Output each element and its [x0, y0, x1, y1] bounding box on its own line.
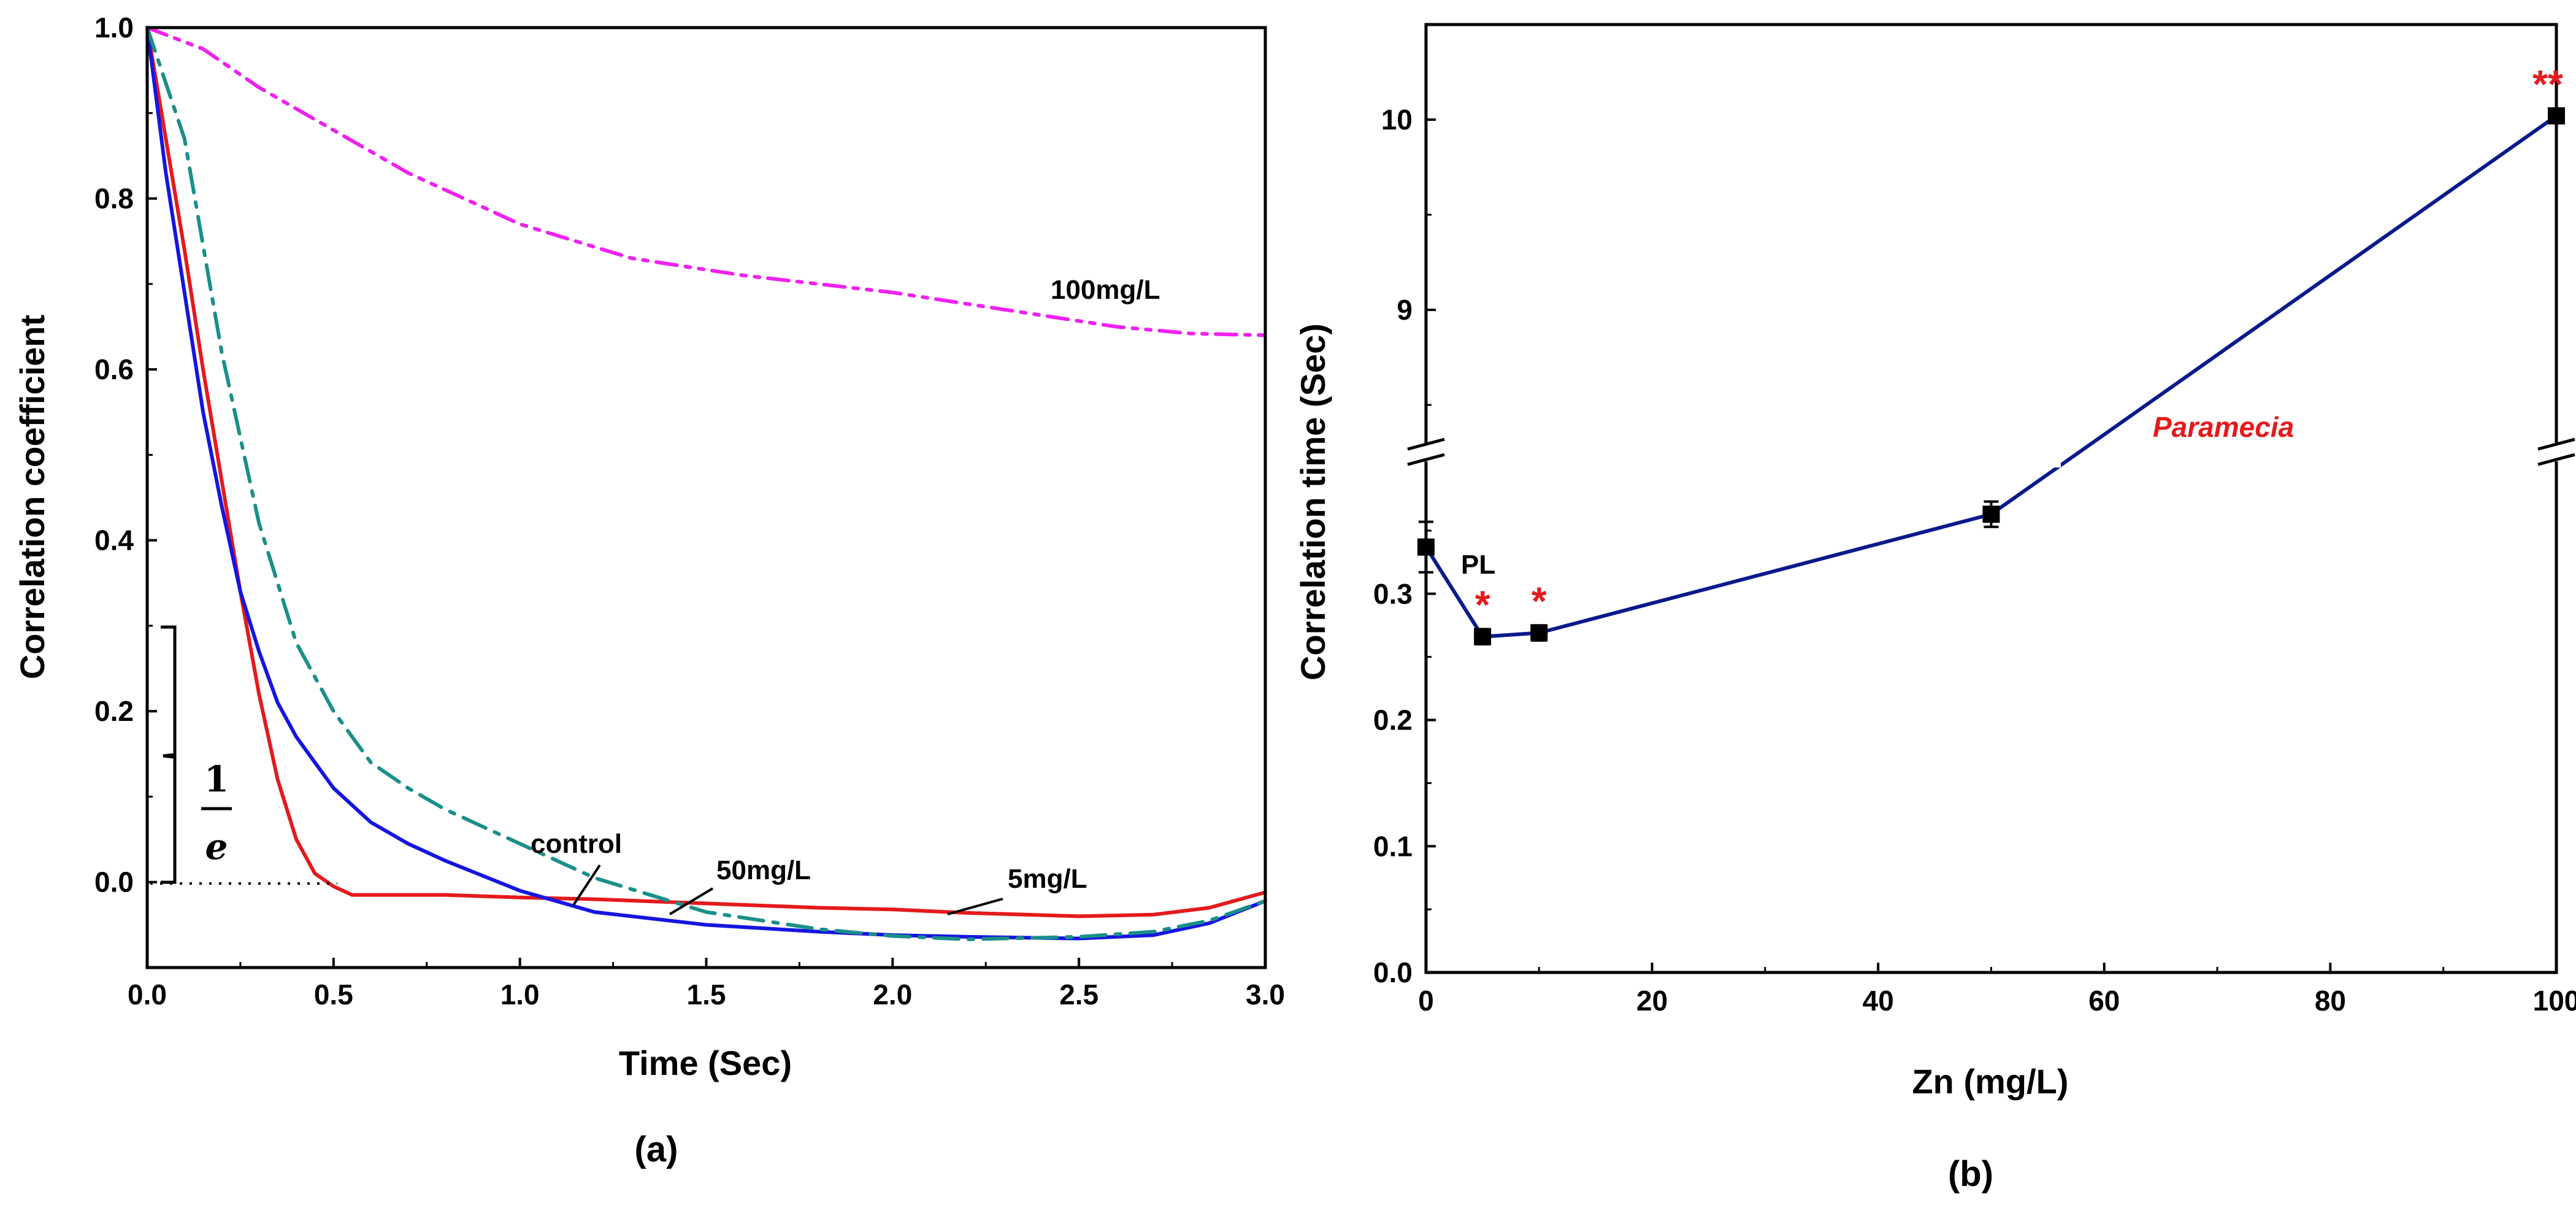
data-point [1474, 628, 1492, 645]
series-line-control [145, 26, 1267, 918]
data-point [1530, 624, 1548, 642]
label-pl: PL [1461, 550, 1495, 580]
y-tick-label: 1.0 [94, 12, 134, 44]
significance-marker: * [1475, 583, 1490, 627]
data-point [1982, 506, 2000, 523]
significance-marker: * [1531, 579, 1547, 623]
y-tick-label: 10 [1381, 104, 1413, 136]
panel-a-label: (a) [635, 1130, 678, 1169]
panel-a-frame [145, 26, 1267, 969]
panel-a-x-ticks: 0.0 0.5 1.0 1.5 2.0 2.5 3.0 [128, 958, 1285, 1011]
y-tick-label: 0.6 [94, 353, 134, 385]
panel-b-x-ticks: 0 20 40 60 80 100 [1418, 963, 2576, 1017]
x-tick-label: 20 [1636, 985, 1668, 1017]
x-tick-label: 1.5 [687, 979, 726, 1011]
inverse-e-bracket [161, 625, 177, 884]
y-tick-label: 0.2 [1373, 704, 1413, 736]
series-line-paramecia [1424, 114, 2558, 639]
panel-a-y-ticks: 0.0 0.2 0.4 0.6 0.8 1.0 [94, 12, 157, 898]
panel-a-series [145, 26, 1267, 941]
panel-b-frame [1424, 23, 2558, 974]
label-control: control [531, 829, 622, 859]
panel-b-connecting-line [1424, 114, 2558, 639]
label-paramecia: Paramecia [2153, 411, 2294, 443]
x-tick-label: 2.0 [873, 979, 912, 1011]
data-point [2548, 107, 2565, 125]
panel-b-label: (b) [1948, 1154, 1993, 1194]
series-line-50mg-l [145, 26, 1267, 941]
x-tick-label: 0.0 [128, 979, 167, 1011]
x-tick-label: 100 [2533, 985, 2576, 1017]
y-tick-label: 0.1 [1373, 830, 1413, 862]
y-tick-label: 0.3 [1373, 578, 1413, 610]
inverse-e-denominator: e [205, 826, 228, 868]
label-100mg: 100mg/L [1051, 275, 1160, 305]
line-break-gap [2035, 431, 2061, 468]
data-point [1417, 538, 1435, 556]
x-tick-label: 0.5 [314, 979, 353, 1011]
panel-a-x-axis-title: Time (Sec) [619, 1044, 792, 1082]
x-tick-label: 2.5 [1059, 979, 1098, 1011]
significance-marker: ** [2532, 62, 2563, 106]
inverse-e-numerator: 1 [204, 758, 229, 800]
y-tick-label: 0.2 [94, 695, 134, 727]
panel-a: 0.0 0.5 1.0 1.5 2.0 2.5 3.0 0.0 0.2 0.4 0.6 0.8 1.0… [13, 12, 1285, 1169]
y-tick-label: 0.0 [1373, 957, 1413, 988]
label-50mg-pointer [669, 887, 714, 915]
panel-b-points: * *** [1417, 62, 2565, 646]
label-5mg-pointer [947, 898, 1003, 915]
panel-b-x-axis-title: Zn (mg/L) [1912, 1062, 2068, 1101]
series-line-100mg-l [145, 26, 1267, 337]
x-tick-label: 3.0 [1246, 979, 1285, 1011]
axis-break-marks [1407, 437, 2575, 466]
x-tick-label: 60 [2088, 985, 2120, 1017]
label-5mg: 5mg/L [1008, 864, 1087, 894]
panel-b-y-ticks: 0.0 0.1 0.2 0.3 9 10 [1373, 23, 1436, 988]
y-tick-label: 0.0 [94, 866, 134, 898]
x-tick-label: 0 [1418, 985, 1434, 1017]
panel-b-y-axis-title: Correlation time (Sec) [1294, 323, 1332, 680]
y-tick-label: 0.4 [94, 525, 134, 556]
panel-a-y-axis-title: Correlation coefficient [13, 315, 52, 679]
y-tick-label: 9 [1397, 294, 1413, 326]
x-tick-label: 1.0 [500, 979, 540, 1011]
series-line-5mg-l [145, 26, 1267, 941]
y-tick-label: 0.8 [94, 183, 134, 215]
x-tick-label: 40 [1863, 985, 1894, 1017]
label-control-pointer [572, 864, 601, 906]
x-tick-label: 80 [2315, 985, 2346, 1017]
label-50mg: 50mg/L [716, 855, 811, 885]
